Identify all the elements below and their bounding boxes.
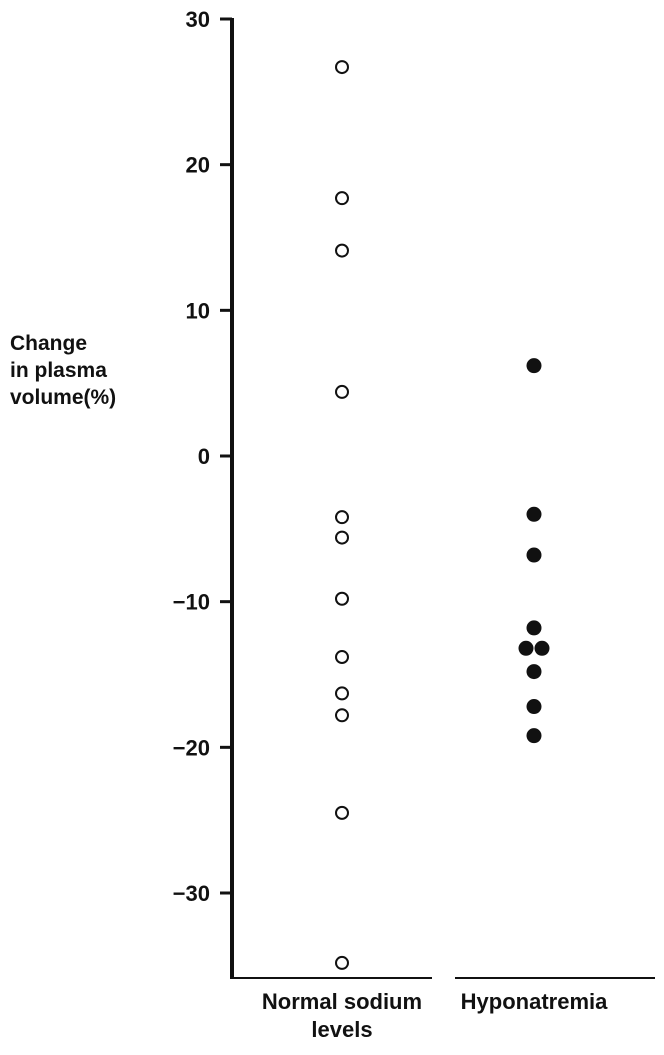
data-point-hyponatremia-6 <box>526 664 542 680</box>
y-axis-label-line-2: in plasma <box>10 359 107 382</box>
data-point-normal-5 <box>335 530 349 545</box>
data-point-hyponatremia-1 <box>526 506 542 522</box>
data-point-normal-10 <box>335 805 349 820</box>
category-label-1-line-0: Hyponatremia <box>461 989 608 1014</box>
data-point-normal-0 <box>335 60 349 75</box>
data-point-normal-4 <box>335 510 349 525</box>
data-point-normal-11 <box>335 955 349 970</box>
data-point-normal-1 <box>335 191 349 206</box>
y-axis-label: Change in plasma volume(%) <box>10 330 116 411</box>
y-tick-label-3: 0 <box>198 444 210 469</box>
data-point-hyponatremia-7 <box>526 699 542 715</box>
data-point-normal-2 <box>335 243 349 258</box>
data-point-normal-8 <box>335 686 349 701</box>
y-tick-label-1: 20 <box>186 153 210 178</box>
y-tick-label-4: −10 <box>173 590 210 615</box>
y-axis-label-line-3: volume(%) <box>10 386 117 409</box>
category-label-0-line-1: levels <box>311 1017 372 1042</box>
data-point-normal-6 <box>335 591 349 606</box>
data-point-normal-3 <box>335 384 349 399</box>
y-axis-label-line-1: Change <box>10 332 88 355</box>
data-point-hyponatremia-8 <box>526 728 542 744</box>
y-tick-label-2: 10 <box>186 298 210 323</box>
y-tick-label-5: −20 <box>173 735 210 760</box>
data-point-normal-9 <box>335 708 349 723</box>
data-point-hyponatremia-5 <box>534 640 550 656</box>
category-label-0-line-0: Normal sodium <box>262 989 422 1014</box>
data-point-hyponatremia-3 <box>526 620 542 636</box>
data-point-hyponatremia-0 <box>526 358 542 374</box>
y-tick-label-6: −30 <box>173 881 210 906</box>
data-point-hyponatremia-2 <box>526 547 542 563</box>
data-point-hyponatremia-4 <box>518 640 534 656</box>
y-tick-label-0: 30 <box>186 7 210 32</box>
data-point-normal-7 <box>335 650 349 665</box>
